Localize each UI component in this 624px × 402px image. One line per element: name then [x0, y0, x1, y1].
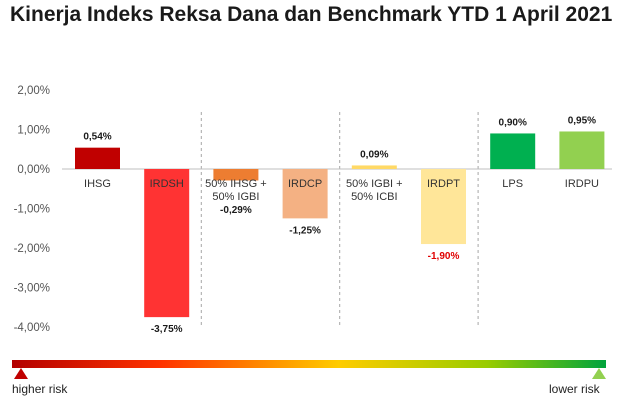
- category-label: IHSG: [84, 178, 111, 190]
- category-labels: IHSG IRDSH 50% IHSG +50% IGBI IRDCP 50% IGBI…: [84, 178, 599, 203]
- higher-risk-marker-icon: [14, 368, 28, 379]
- category-label: IRDPT: [427, 178, 460, 190]
- category-label: IRDCP: [288, 178, 322, 190]
- value-label: 0,95%: [568, 115, 596, 126]
- bar: [490, 133, 536, 169]
- category-label: 50% IGBI +: [346, 178, 403, 190]
- y-tick-label: 0,00%: [17, 164, 50, 176]
- bar: [75, 147, 120, 169]
- higher-risk-label: higher risk: [12, 382, 68, 396]
- bar: [351, 165, 397, 169]
- value-label: -1,25%: [289, 225, 321, 236]
- value-label: -0,29%: [220, 205, 252, 216]
- value-labels: 0,54% -3,75% -0,29% -1,25% 0,09% -1,90% 0,90% 0…: [83, 115, 596, 335]
- y-tick-label: 1,00%: [17, 125, 50, 137]
- value-label: 0,54%: [83, 132, 111, 143]
- chart-title: Kinerja Indeks Reksa Dana dan Benchmark …: [10, 3, 613, 26]
- lower-risk-marker-icon: [592, 368, 606, 379]
- bar: [559, 131, 605, 169]
- value-label: 0,90%: [499, 117, 527, 128]
- bar: [144, 169, 190, 318]
- bars: [75, 131, 605, 318]
- y-tick-label: 2,00%: [17, 85, 50, 97]
- y-tick-label: -2,00%: [14, 243, 50, 255]
- category-label: 50% IGBI: [212, 191, 259, 203]
- bar: [421, 169, 466, 245]
- category-label: IRDSH: [150, 178, 184, 190]
- risk-gradient-bar: [12, 360, 606, 368]
- y-axis-ticks: 2,00% 1,00% 0,00% -1,00% -2,00% -3,00% -4,00%: [14, 85, 50, 334]
- bar: [282, 169, 328, 219]
- category-label: IRDPU: [565, 178, 599, 190]
- category-label: 50% ICBI: [351, 191, 397, 203]
- value-label: -3,75%: [151, 324, 183, 335]
- category-label: 50% IHSG +: [205, 178, 266, 190]
- category-label: LPS: [502, 178, 523, 190]
- y-tick-label: -3,00%: [14, 283, 50, 295]
- lower-risk-label: lower risk: [549, 382, 600, 396]
- y-tick-label: -4,00%: [14, 322, 50, 334]
- value-label: 0,09%: [360, 149, 388, 160]
- bar: [213, 169, 259, 181]
- value-label: -1,90%: [428, 251, 460, 262]
- y-tick-label: -1,00%: [14, 204, 50, 216]
